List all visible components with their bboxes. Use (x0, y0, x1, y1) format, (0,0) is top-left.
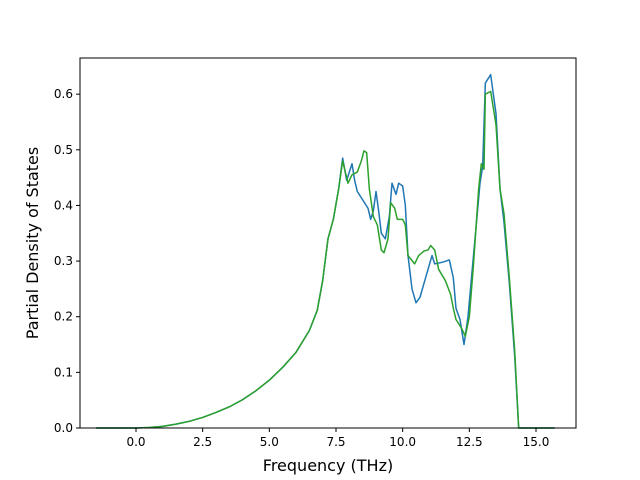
x-axis-label: Frequency (THz) (263, 456, 393, 475)
y-tick-label: 0.4 (54, 198, 73, 212)
x-tick-label: 7.5 (326, 435, 345, 449)
series-line-1 (96, 73, 555, 429)
series-line-2 (96, 90, 555, 429)
plot-lines (96, 73, 555, 429)
y-axis: 0.0 0.1 0.2 0.3 0.4 0.5 0.6 (54, 87, 80, 435)
y-tick-label: 0.5 (54, 143, 73, 157)
plot-frame (79, 57, 577, 429)
x-tick-label: 5.0 (260, 435, 279, 449)
y-tick-label: 0.0 (54, 421, 73, 435)
y-tick-label: 0.6 (54, 87, 73, 101)
x-tick-label: 2.5 (193, 435, 212, 449)
x-tick-label: 0.0 (126, 435, 145, 449)
x-tick-label: 10.0 (389, 435, 416, 449)
y-tick-label: 0.2 (54, 310, 73, 324)
x-axis: 0.0 2.5 5.0 7.5 10.0 12.5 15.0 (126, 428, 549, 449)
y-tick-label: 0.1 (54, 365, 73, 379)
x-tick-label: 12.5 (456, 435, 483, 449)
y-tick-label: 0.3 (54, 254, 73, 268)
y-axis-label: Partial Density of States (23, 147, 42, 339)
x-tick-label: 15.0 (523, 435, 550, 449)
